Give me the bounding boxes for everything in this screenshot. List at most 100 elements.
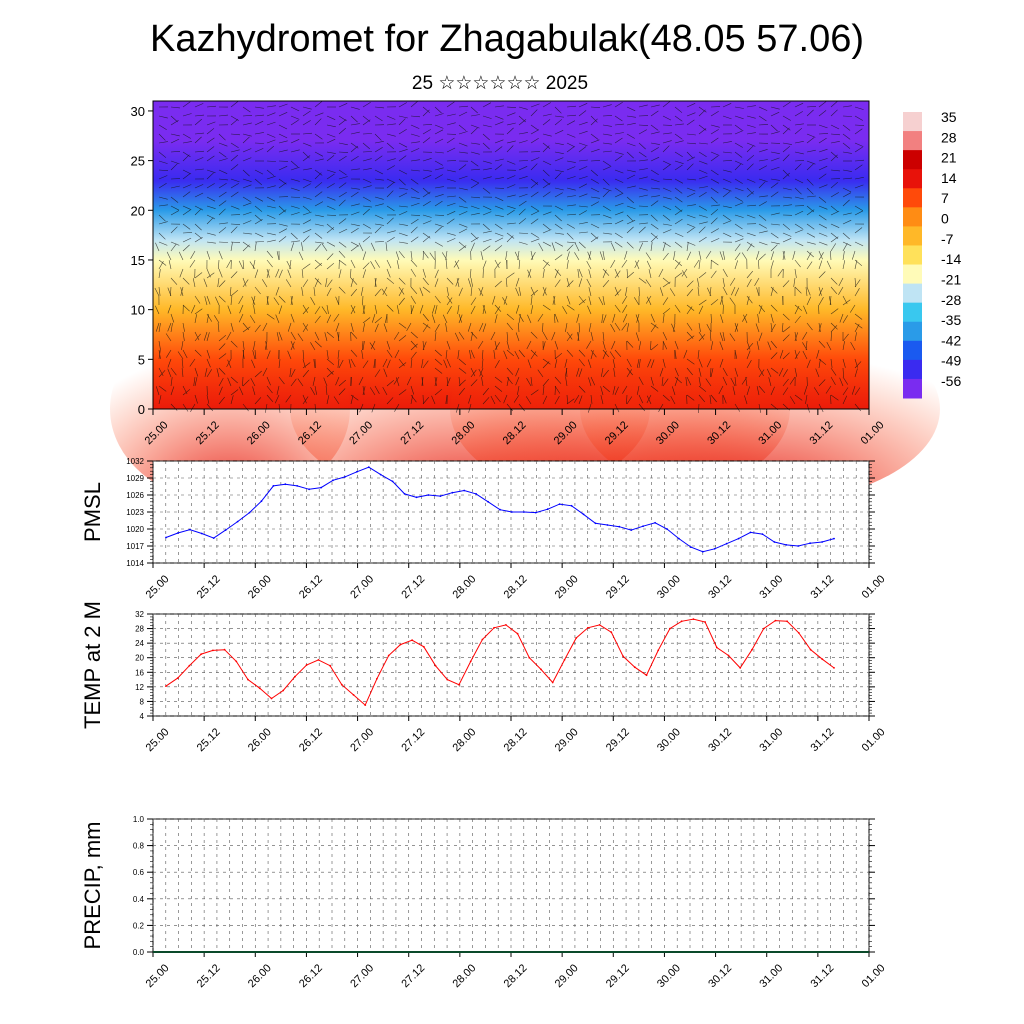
wind-vector <box>482 397 490 405</box>
wind-vector <box>386 230 396 234</box>
wind-vector <box>265 341 268 351</box>
wind-vector <box>434 241 443 247</box>
wind-vector <box>590 139 600 144</box>
wind-vector <box>626 219 636 225</box>
wind-vector <box>362 251 367 261</box>
wind-vector <box>638 277 647 284</box>
wind-vector <box>266 269 270 279</box>
wind-vector <box>542 182 551 189</box>
wind-vector <box>686 306 693 315</box>
wind-vector <box>395 377 400 387</box>
wind-vector <box>398 211 408 216</box>
wind-vector <box>333 313 340 322</box>
wind-vector <box>806 296 812 306</box>
wind-vector <box>674 367 679 377</box>
wind-vector <box>746 295 753 304</box>
wind-vector <box>242 403 249 412</box>
y-tick-label: 4 <box>140 712 145 721</box>
wind-vector <box>707 287 712 297</box>
wind-vector <box>446 169 456 173</box>
wind-vector <box>842 124 851 131</box>
wind-vector <box>518 232 529 234</box>
wind-vector <box>830 169 841 172</box>
wind-vector <box>614 192 624 198</box>
wind-vector <box>626 323 629 333</box>
wind-vector <box>766 368 772 378</box>
wind-vector <box>398 362 407 369</box>
x-tick-label: 30.12 <box>706 726 734 754</box>
wind-vector <box>614 187 623 194</box>
wind-vector <box>457 349 460 359</box>
wind-vector <box>374 196 384 200</box>
wind-vector <box>698 331 705 340</box>
wind-vector <box>242 349 244 360</box>
wind-vector <box>626 268 628 279</box>
colorbar-swatch <box>903 359 922 380</box>
wind-vector <box>530 151 541 153</box>
wind-vector <box>218 200 227 207</box>
colorbar-label: -28 <box>941 292 961 308</box>
wind-vector <box>755 323 760 333</box>
wind-vector <box>218 343 226 351</box>
wind-vector <box>386 115 396 120</box>
wind-vector <box>842 105 852 108</box>
wind-vector <box>721 296 724 306</box>
colorbar-swatch <box>903 283 922 304</box>
wind-vector <box>802 350 808 360</box>
wind-vector <box>602 124 612 127</box>
wind-vector <box>298 251 304 261</box>
wind-vector <box>470 349 475 359</box>
wind-vector <box>849 304 856 313</box>
wind-vector <box>710 111 719 117</box>
wind-vector <box>698 151 707 158</box>
wind-vector <box>527 359 532 369</box>
wind-vector <box>302 178 312 183</box>
wind-vector <box>350 131 360 135</box>
wind-vector <box>434 194 444 198</box>
wind-vector <box>530 103 540 108</box>
wind-vector <box>358 376 364 386</box>
wind-vector <box>350 304 356 314</box>
wind-vector <box>446 178 456 182</box>
y-tick-label: 32 <box>135 610 144 619</box>
wind-vector <box>206 128 215 135</box>
wind-vector <box>386 359 391 369</box>
wind-vector <box>170 163 178 171</box>
wind-vector <box>818 260 823 270</box>
wind-vector <box>350 168 360 171</box>
wind-vector <box>362 269 366 279</box>
wind-vector <box>350 259 356 269</box>
x-tick-label: 26.12 <box>297 573 325 601</box>
x-tick-label: 29.00 <box>553 962 581 990</box>
wind-vector <box>710 228 719 234</box>
wind-vector <box>238 295 244 305</box>
wind-vector <box>626 115 636 118</box>
wind-vector <box>506 259 508 270</box>
wind-vector <box>266 105 276 108</box>
wind-vector <box>720 314 724 324</box>
wind-vector <box>278 305 283 315</box>
wind-vector <box>518 193 528 198</box>
wind-vector <box>658 268 664 278</box>
wind-vector <box>494 376 503 383</box>
wind-vector <box>828 296 832 306</box>
wind-vector <box>530 389 539 396</box>
wind-vector <box>794 111 803 117</box>
y-tick-label: 30 <box>131 104 145 119</box>
wind-vector <box>818 241 828 246</box>
wind-vector <box>854 259 863 267</box>
wind-vector <box>794 151 804 155</box>
wind-vector <box>434 124 444 129</box>
wind-vector <box>170 277 178 285</box>
wind-vector <box>325 277 328 287</box>
wind-vector <box>374 214 384 219</box>
wind-vector <box>698 186 708 189</box>
wind-vector <box>518 313 524 322</box>
wind-vector <box>482 230 492 234</box>
wind-vector <box>338 218 347 225</box>
wind-vector <box>278 133 288 139</box>
wind-vector <box>482 187 491 194</box>
wind-vector <box>770 260 774 270</box>
wind-vector <box>374 278 377 288</box>
wind-vector <box>446 232 456 236</box>
